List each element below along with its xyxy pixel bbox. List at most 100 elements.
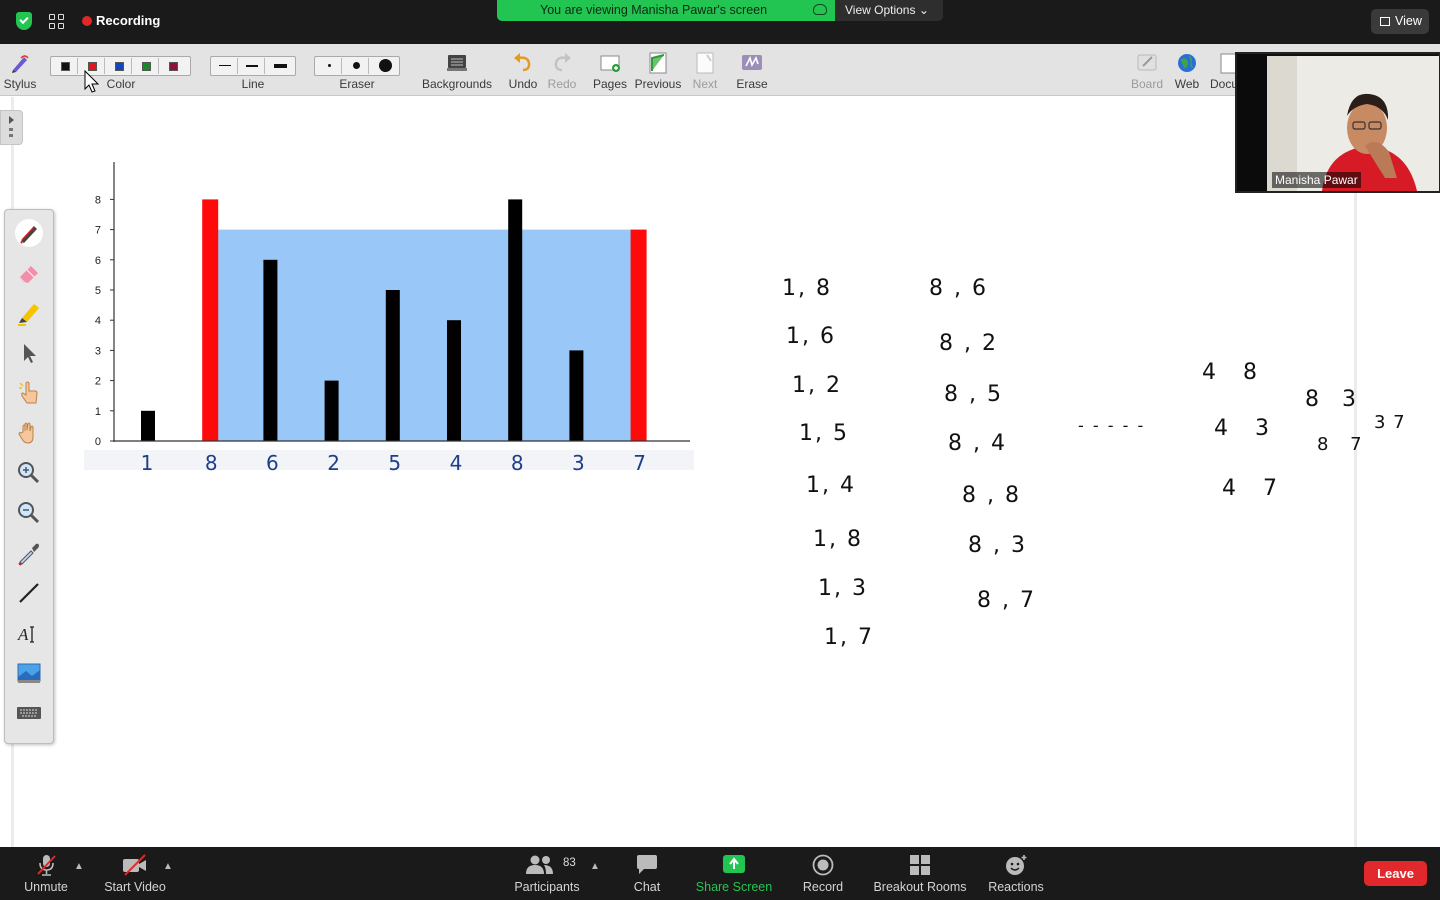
trapped-water-area bbox=[209, 229, 638, 441]
x-category-label: 4 bbox=[450, 451, 463, 475]
eraser-icon[interactable] bbox=[14, 258, 44, 288]
previous-page-button[interactable]: Previous bbox=[633, 44, 683, 96]
start-video-button[interactable]: Start Video bbox=[100, 847, 170, 900]
color-tool: Color bbox=[50, 44, 192, 96]
line-tool-icon[interactable] bbox=[14, 578, 44, 608]
highlighted-bar bbox=[202, 199, 219, 441]
eraser-size-options bbox=[314, 56, 400, 76]
y-tick-label: 0 bbox=[95, 436, 101, 448]
handwritten-pair: 8 , 2 bbox=[939, 331, 998, 356]
muted-microphone-icon bbox=[37, 855, 56, 876]
line-thick-option[interactable] bbox=[266, 58, 296, 74]
board-button[interactable]: Board bbox=[1127, 44, 1167, 96]
security-shield-icon[interactable] bbox=[16, 12, 32, 30]
chat-button[interactable]: Chat bbox=[626, 847, 668, 900]
eyedropper-icon[interactable] bbox=[14, 538, 44, 568]
video-off-icon bbox=[123, 854, 146, 876]
redo-button[interactable]: Redo bbox=[543, 44, 581, 96]
pen-icon[interactable] bbox=[14, 218, 44, 248]
y-tick-label: 7 bbox=[95, 225, 101, 237]
handwritten-pair: 1, 7 bbox=[824, 625, 874, 650]
reactions-icon bbox=[1006, 855, 1027, 875]
keyboard-icon[interactable] bbox=[14, 698, 44, 728]
next-page-button[interactable]: Next bbox=[686, 44, 724, 96]
handwritten-pair: 1, 8 bbox=[782, 276, 832, 301]
leave-meeting-button[interactable]: Leave bbox=[1364, 861, 1427, 886]
chart-bar bbox=[263, 259, 278, 441]
zoom-out-icon[interactable] bbox=[14, 498, 44, 528]
x-category-label: 7 bbox=[633, 451, 646, 475]
record-button[interactable]: Record bbox=[800, 847, 846, 900]
whiteboard-toolbar: Stylus Color Line Eraser Backgrounds bbox=[0, 44, 1440, 96]
chart-bar bbox=[508, 199, 523, 441]
share-screen-icon bbox=[723, 855, 745, 873]
audio-options-caret-icon[interactable]: ▲ bbox=[74, 861, 84, 872]
pointer-hand-icon[interactable] bbox=[14, 378, 44, 408]
x-category-label: 3 bbox=[572, 451, 585, 475]
stylus-tool[interactable]: Stylus bbox=[0, 44, 40, 96]
undo-button[interactable]: Undo bbox=[504, 44, 542, 96]
y-axis-ticks: 0 1 2 3 4 5 6 7 8 bbox=[95, 194, 114, 448]
highlighter-icon[interactable] bbox=[14, 298, 44, 328]
recording-dot-icon bbox=[82, 16, 92, 26]
view-button[interactable]: View bbox=[1371, 9, 1429, 34]
view-options-button[interactable]: View Options ⌄ bbox=[835, 0, 943, 21]
handwritten-pair: 8 , 4 bbox=[948, 431, 1007, 456]
pan-hand-icon[interactable] bbox=[14, 418, 44, 448]
eraser-medium-option[interactable] bbox=[343, 58, 369, 74]
toolbar-collapse-handle[interactable] bbox=[0, 110, 23, 145]
participants-caret-icon[interactable]: ▲ bbox=[590, 861, 600, 872]
previous-label: Previous bbox=[634, 77, 682, 91]
documents-button[interactable]: Docu bbox=[1208, 44, 1236, 96]
stylus-icon bbox=[12, 55, 29, 73]
line-medium-option[interactable] bbox=[239, 58, 265, 74]
line-thin-option[interactable] bbox=[212, 58, 238, 74]
y-tick-label: 6 bbox=[95, 255, 101, 267]
color-swatch-maroon[interactable] bbox=[160, 58, 186, 74]
recording-label: Recording bbox=[96, 13, 161, 28]
eraser-size-tool: Eraser bbox=[314, 44, 400, 96]
participants-button[interactable]: 83 Participants bbox=[510, 847, 584, 900]
chat-label: Chat bbox=[633, 880, 661, 894]
zoom-in-icon[interactable] bbox=[14, 458, 44, 488]
eraser-large-option[interactable] bbox=[370, 58, 400, 74]
breakout-rooms-button[interactable]: Breakout Rooms bbox=[872, 847, 968, 900]
participant-video-tile[interactable]: Manisha Pawar bbox=[1235, 52, 1440, 193]
color-swatch-red[interactable] bbox=[79, 58, 105, 74]
chevron-down-icon: ⌄ bbox=[918, 3, 929, 17]
share-screen-button[interactable]: Share Screen bbox=[693, 847, 775, 900]
select-arrow-icon[interactable] bbox=[14, 338, 44, 368]
video-feed: Manisha Pawar bbox=[1267, 56, 1439, 191]
undo-icon bbox=[514, 53, 531, 72]
image-tool-icon[interactable] bbox=[14, 658, 44, 688]
web-button[interactable]: Web bbox=[1168, 44, 1206, 96]
video-options-caret-icon[interactable]: ▲ bbox=[163, 861, 173, 872]
board-icon bbox=[1137, 54, 1157, 71]
color-label: Color bbox=[106, 77, 136, 91]
pages-button[interactable]: Pages bbox=[590, 44, 630, 96]
handwritten-pair: 8 , 8 bbox=[962, 483, 1021, 508]
y-tick-label: 1 bbox=[95, 406, 101, 418]
backgrounds-button[interactable]: Backgrounds bbox=[419, 44, 495, 96]
handwritten-pair: 1, 3 bbox=[818, 576, 868, 601]
handwritten-pair: 8 , 3 bbox=[968, 533, 1027, 558]
handwritten-pair: 4 8 bbox=[1202, 360, 1267, 385]
share-screen-label: Share Screen bbox=[695, 880, 773, 894]
reactions-button[interactable]: Reactions bbox=[985, 847, 1047, 900]
line-width-options bbox=[210, 56, 296, 76]
erase-all-button[interactable]: Erase bbox=[730, 44, 774, 96]
bar-chart: 0 1 2 3 4 5 6 7 8 1 8 6 2 5 4 8 3 7 bbox=[84, 162, 694, 475]
color-swatch-blue[interactable] bbox=[106, 58, 132, 74]
color-swatch-green[interactable] bbox=[133, 58, 159, 74]
web-label: Web bbox=[1174, 77, 1200, 91]
participant-video-image bbox=[1267, 56, 1439, 191]
text-tool-icon[interactable]: A bbox=[14, 618, 44, 648]
color-swatch-black[interactable] bbox=[52, 58, 78, 74]
view-options-label: View Options bbox=[845, 3, 916, 17]
next-page-icon bbox=[696, 52, 714, 74]
apps-grid-icon[interactable] bbox=[49, 14, 65, 30]
eraser-small-option[interactable] bbox=[316, 58, 342, 74]
chat-bubble-icon bbox=[637, 855, 657, 874]
previous-page-icon bbox=[649, 52, 667, 74]
unmute-button[interactable]: Unmute bbox=[18, 847, 74, 900]
